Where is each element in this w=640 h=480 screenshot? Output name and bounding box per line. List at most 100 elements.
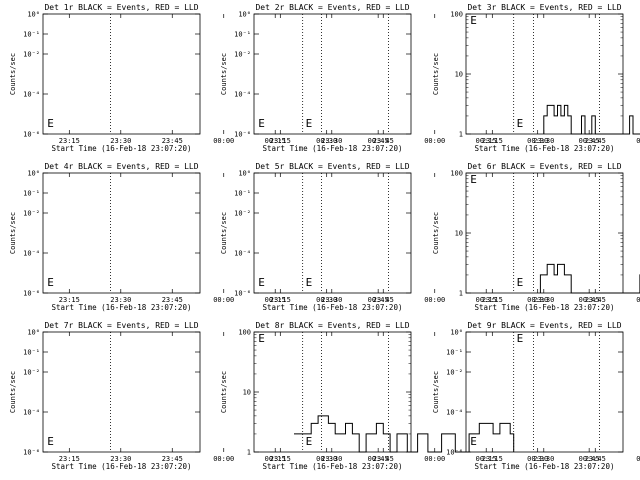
- panel-8-event-marker: E: [258, 332, 265, 345]
- panel-3-xlabel: Start Time (16-Feb-18 23:07:20): [475, 144, 615, 153]
- panel-7-ytick-label: 10⁻²: [23, 369, 40, 377]
- panel-3-ytick-label: 1: [459, 131, 463, 139]
- panel-7-xtick-label: 00:45: [368, 455, 389, 463]
- panel-1-ytick-label: 10⁰: [27, 11, 40, 19]
- panel-3: Det 3r BLACK = Events, RED = LLD 23:15 23:…: [432, 3, 640, 153]
- panel-7-xtick-label: 23:15: [59, 455, 80, 463]
- panel-5-ytick-label: 10⁻⁴: [234, 250, 251, 258]
- panel-4-xtick-label: 00:15: [265, 296, 286, 304]
- panel-8-xtick-label: 00:45: [579, 455, 600, 463]
- panel-7-ylabel: Counts/sec: [9, 371, 17, 413]
- panel-2-ytick-label: 10⁻⁴: [234, 91, 251, 99]
- panel-4-event-marker: E: [306, 276, 313, 289]
- panel-4-xtick-label: 00:30: [316, 296, 337, 304]
- panel-6-xlabel: Start Time (16-Feb-18 23:07:20): [475, 303, 615, 312]
- panel-3-events-series: [543, 104, 640, 135]
- panel-3-xtick-label: 23:45: [585, 137, 606, 145]
- panel-9-xtick-label: 23:30: [533, 455, 554, 463]
- panel-5-ytick-label: 10⁰: [238, 170, 251, 178]
- panel-9-title: Det 9r BLACK = Events, RED = LLD: [467, 321, 621, 330]
- panel-2-title: Det 2r BLACK = Events, RED = LLD: [255, 3, 409, 12]
- panel-7-xtick-label: 23:45: [162, 455, 183, 463]
- panel-1-event-marker: E: [306, 117, 313, 130]
- panel-9-ylabel: Counts/sec: [432, 371, 440, 413]
- panel-5-xtick-label: 00:30: [527, 296, 548, 304]
- panel-8-ylabel: Counts/sec: [220, 371, 228, 413]
- panel-5-ytick-label: 10⁻²: [234, 210, 251, 218]
- panel-6-ylabel: Counts/sec: [432, 212, 440, 254]
- panel-9-xlabel: Start Time (16-Feb-18 23:07:20): [475, 462, 615, 471]
- panel-1-ytick-label: 10⁻²: [23, 51, 40, 59]
- panel-9-ytick-label: 10⁻¹: [446, 349, 463, 357]
- panel-1: Det 1r BLACK = Events, RED = LLD 23:15 23:…: [9, 3, 389, 153]
- panel-4-ytick-label: 10⁻⁶: [23, 290, 40, 298]
- panel-9-xtick-label: 23:45: [585, 455, 606, 463]
- panel-1-xtick-label: 00:00: [213, 137, 234, 145]
- panel-8-xtick-label: 00:30: [527, 455, 548, 463]
- panel-6-xtick-label: 23:30: [533, 296, 554, 304]
- panel-1-ytick-label: 10⁻⁴: [23, 91, 40, 99]
- panel-3-ytick-label: 10: [455, 71, 463, 79]
- panel-9-xtick-label: 23:15: [482, 455, 503, 463]
- panel-9: Det 9r BLACK = Events, RED = LLD 23:15 23:…: [432, 321, 640, 471]
- panel-7-ytick-label: 10⁻⁴: [23, 409, 40, 417]
- panel-5-frame: [253, 172, 412, 294]
- panel-6-xtick-label: 00:00: [636, 296, 640, 304]
- panel-3-xtick-label: 00:00: [636, 137, 640, 145]
- panel-2: Det 2r BLACK = Events, RED = LLD 23:15 23:…: [220, 3, 600, 153]
- panel-1-ytick-label: 10⁻¹: [23, 31, 40, 39]
- panel-5-ylabel: Counts/sec: [220, 212, 228, 254]
- panel-1-frame: [42, 13, 201, 135]
- panel-5-ytick-label: 10⁻¹: [234, 190, 251, 198]
- panel-8-xtick-label: 23:30: [321, 455, 342, 463]
- panel-2-xlabel: Start Time (16-Feb-18 23:07:20): [263, 144, 403, 153]
- panel-9-ytick-label: 10⁻⁴: [446, 409, 463, 417]
- panel-4-xtick-label: 23:30: [110, 296, 131, 304]
- panel-1-xlabel: Start Time (16-Feb-18 23:07:20): [52, 144, 192, 153]
- panel-5-xtick-label: 00:15: [476, 296, 497, 304]
- panel-7-xtick-label: 23:30: [110, 455, 131, 463]
- panel-7-xlabel: Start Time (16-Feb-18 23:07:20): [52, 462, 192, 471]
- panel-4-xtick-label: 23:45: [162, 296, 183, 304]
- panel-4-xlabel: Start Time (16-Feb-18 23:07:20): [52, 303, 192, 312]
- panel-3-xtick-label: 23:30: [533, 137, 554, 145]
- panel-8-xtick-label: 00:00: [424, 455, 445, 463]
- panel-1-xtick-label: 23:30: [110, 137, 131, 145]
- panel-5-xtick-label: 00:45: [579, 296, 600, 304]
- panel-4-ytick-label: 10⁻⁴: [23, 250, 40, 258]
- panel-5-xlabel: Start Time (16-Feb-18 23:07:20): [263, 303, 403, 312]
- panel-6-xtick-label: 23:45: [585, 296, 606, 304]
- panel-8: Det 8r BLACK = Events, RED = LLD 23:15 23:…: [220, 321, 600, 471]
- panel-8-events-series: [294, 415, 515, 453]
- panel-2-ytick-label: 10⁰: [238, 11, 251, 19]
- panel-1-xtick-label: 00:45: [368, 137, 389, 145]
- panel-5-xtick-label: 23:45: [373, 296, 394, 304]
- panel-6-ytick-label: 10: [455, 230, 463, 238]
- panel-8-ytick-label: 1: [247, 449, 251, 457]
- panel-2-xtick-label: 00:30: [527, 137, 548, 145]
- panel-3-xtick-label: 23:15: [482, 137, 503, 145]
- panel-6: Det 6r BLACK = Events, RED = LLD 23:15 23:…: [432, 162, 640, 312]
- panel-5-event-marker: E: [258, 276, 265, 289]
- panel-9-ytick-label: 10⁻⁶: [446, 449, 463, 457]
- panel-4-xtick-label: 23:15: [59, 296, 80, 304]
- panel-4-xtick-label: 00:45: [368, 296, 389, 304]
- panel-7-xtick-label: 00:30: [316, 455, 337, 463]
- panel-2-xtick-label: 00:45: [579, 137, 600, 145]
- panel-8-xtick-label: 00:15: [476, 455, 497, 463]
- panel-2-xtick-label: 00:15: [476, 137, 497, 145]
- panel-5-xtick-label: 00:00: [424, 296, 445, 304]
- panel-1-xtick-label: 00:30: [316, 137, 337, 145]
- panel-8-xlabel: Start Time (16-Feb-18 23:07:20): [263, 462, 403, 471]
- panel-6-title: Det 6r BLACK = Events, RED = LLD: [467, 162, 621, 171]
- panel-7-event-marker: E: [47, 435, 54, 448]
- panel-2-xtick-label: 23:30: [321, 137, 342, 145]
- panel-5: Det 5r BLACK = Events, RED = LLD 23:15 23:…: [220, 162, 600, 312]
- panel-4-ytick-label: 10⁻²: [23, 210, 40, 218]
- panel-5-event-marker: E: [517, 276, 524, 289]
- panel-6-xtick-label: 23:15: [482, 296, 503, 304]
- panel-7-ytick-label: 10⁰: [27, 329, 40, 337]
- panel-1-xtick-label: 00:15: [265, 137, 286, 145]
- panel-9-ytick-label: 10⁻²: [446, 369, 463, 377]
